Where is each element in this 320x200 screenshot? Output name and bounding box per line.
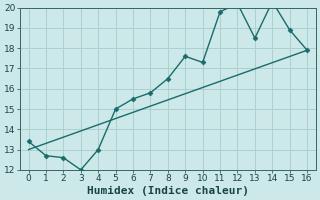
X-axis label: Humidex (Indice chaleur): Humidex (Indice chaleur)	[87, 186, 249, 196]
